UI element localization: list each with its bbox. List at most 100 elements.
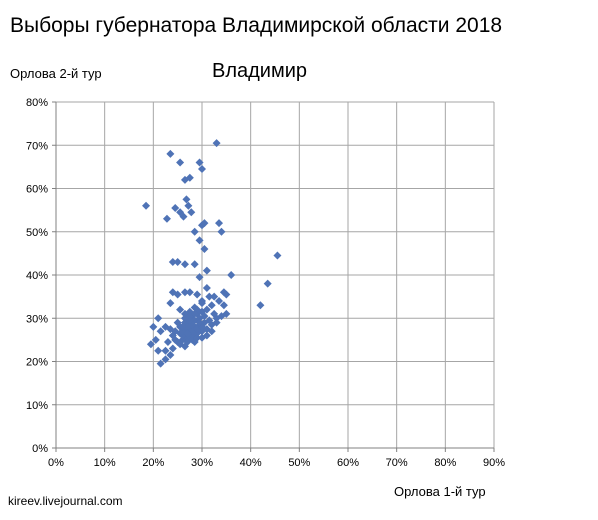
data-point [215, 219, 224, 228]
y-tick-label: 0% [32, 443, 48, 455]
data-point [202, 283, 211, 292]
data-point [168, 331, 177, 340]
data-point [184, 201, 193, 210]
data-point [173, 258, 182, 267]
data-point [193, 333, 202, 342]
data-point [198, 165, 206, 174]
chart-title: Владимир [212, 60, 308, 82]
data-point [156, 327, 165, 336]
y-axis-label: Орлова 2-й тур [10, 66, 102, 81]
data-point [166, 351, 175, 360]
data-point [190, 227, 199, 236]
data-point [176, 158, 185, 167]
data-point [173, 318, 182, 327]
data-point [182, 195, 191, 204]
data-point [183, 329, 192, 338]
data-point [185, 173, 194, 182]
data-point [168, 288, 177, 297]
data-point [202, 305, 211, 314]
data-point [273, 251, 282, 260]
data-point [222, 290, 231, 299]
data-point [190, 260, 199, 269]
data-point [190, 309, 199, 318]
data-point [151, 335, 160, 344]
axes [52, 101, 495, 452]
x-tick-label: 20% [142, 457, 164, 469]
data-point [210, 292, 219, 301]
x-tick-label: 40% [240, 457, 262, 469]
y-tick-label: 70% [26, 140, 48, 152]
data-point [176, 305, 185, 314]
data-point [146, 340, 155, 349]
data-point [154, 346, 163, 355]
y-tick-label: 50% [26, 227, 48, 239]
data-point [200, 219, 209, 228]
y-tick-label: 40% [26, 270, 48, 282]
chart-main-title: Выборы губернатора Владимирской области … [10, 14, 503, 37]
data-point [200, 245, 209, 254]
data-point [156, 359, 165, 368]
data-point [222, 309, 231, 318]
data-point [162, 214, 171, 223]
data-point [142, 201, 151, 210]
data-point [212, 139, 221, 148]
data-point [200, 312, 209, 321]
source-credit: kireev.livejournal.com [8, 494, 123, 508]
x-tick-label: 30% [191, 457, 213, 469]
data-point [185, 288, 194, 297]
data-point [154, 314, 163, 323]
x-tick-label: 80% [434, 457, 456, 469]
x-tick-label: 10% [94, 457, 116, 469]
y-tick-label: 80% [26, 97, 48, 109]
data-point [207, 301, 216, 310]
data-point [166, 149, 175, 158]
data-point [219, 301, 228, 310]
data-point [195, 158, 204, 167]
x-axis-label: Орлова 1-й тур [394, 484, 486, 499]
data-point [195, 273, 204, 282]
data-point [180, 314, 189, 323]
y-tick-label: 60% [26, 184, 48, 196]
data-point [198, 299, 206, 308]
data-point [168, 258, 177, 267]
x-tick-label: 70% [386, 457, 408, 469]
data-point [187, 208, 196, 217]
data-point [178, 322, 187, 331]
data-point [263, 279, 272, 288]
data-point [205, 292, 214, 301]
x-tick-label: 90% [483, 457, 505, 469]
gridlines [56, 101, 495, 448]
data-point [163, 338, 172, 347]
x-tick-labels: 0% 10% 20% 30% 40% 50% 60% 70% 80% 90% [48, 457, 505, 469]
y-tick-label: 20% [26, 357, 48, 369]
data-point [202, 331, 211, 340]
data-point [180, 342, 189, 351]
data-point [180, 288, 189, 297]
data-point [168, 344, 177, 353]
data-point [256, 301, 265, 310]
x-tick-label: 0% [48, 457, 64, 469]
data-points [142, 139, 282, 368]
data-point [179, 212, 188, 221]
data-point [212, 318, 221, 327]
x-tick-label: 60% [337, 457, 359, 469]
data-point [195, 236, 204, 245]
data-point [227, 271, 236, 279]
data-point [180, 260, 189, 269]
y-tick-labels: 0% 10% 20% 30% 40% 50% 60% 70% 80% [26, 97, 48, 455]
data-point [193, 290, 202, 299]
data-point [149, 322, 158, 331]
data-point [202, 266, 211, 275]
data-point [195, 318, 204, 327]
y-tick-label: 10% [26, 400, 48, 412]
data-point [215, 296, 224, 305]
data-point [207, 327, 216, 336]
data-point [161, 346, 170, 355]
data-point [217, 227, 226, 236]
x-tick-label: 50% [288, 457, 310, 469]
data-point [171, 203, 180, 212]
data-point [166, 299, 175, 308]
y-tick-label: 30% [26, 313, 48, 325]
data-point [161, 322, 170, 331]
